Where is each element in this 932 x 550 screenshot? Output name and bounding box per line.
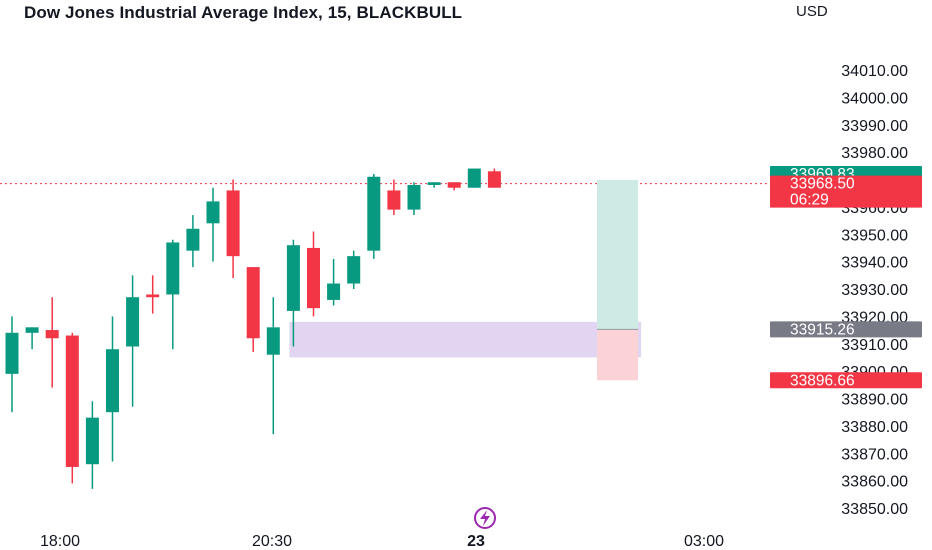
price-tag-label: 33896.66 xyxy=(790,372,855,389)
lightning-icon-ring xyxy=(474,507,496,529)
candle-body[interactable] xyxy=(106,349,119,413)
candle-body[interactable] xyxy=(327,283,341,300)
price-tag xyxy=(770,372,922,389)
candle-body[interactable] xyxy=(5,332,19,374)
candle-body[interactable] xyxy=(126,297,140,347)
candle-body[interactable] xyxy=(65,335,79,467)
candle-body[interactable] xyxy=(85,417,99,465)
x-axis: 18:00 20:30 23 03:00 xyxy=(40,533,724,550)
candle-body[interactable] xyxy=(186,228,200,251)
price-tag-countdown: 06:29 xyxy=(790,192,829,209)
candle-body[interactable] xyxy=(146,294,160,298)
price-tag-label: 33968.50 xyxy=(790,176,855,193)
lightning-icon xyxy=(480,510,490,526)
candle-body[interactable] xyxy=(367,176,381,251)
candle-body[interactable] xyxy=(387,190,401,210)
y-tick-label: 33950.00 xyxy=(841,227,908,244)
candle-body[interactable] xyxy=(286,245,300,311)
y-tick-label: 33860.00 xyxy=(841,474,908,491)
chart-title: Dow Jones Industrial Average Index, 15, … xyxy=(24,3,463,22)
y-axis: 34010.0034000.0033990.0033980.0033970.00… xyxy=(841,63,908,518)
candle-body[interactable] xyxy=(307,247,320,309)
y-tick-label: 33890.00 xyxy=(841,392,908,409)
candle-body[interactable] xyxy=(487,171,501,188)
price-tag xyxy=(770,321,922,338)
candle-body[interactable] xyxy=(166,242,180,295)
y-tick-label: 34000.00 xyxy=(841,90,908,107)
candle-body[interactable] xyxy=(447,182,461,188)
candle-body[interactable] xyxy=(246,267,260,339)
candles-layer xyxy=(5,168,501,489)
candle-body[interactable] xyxy=(427,182,441,185)
candle-body[interactable] xyxy=(25,327,39,333)
y-tick-label: 34010.00 xyxy=(841,63,908,80)
position-stop-area[interactable] xyxy=(597,329,638,381)
x-tick-label: 20:30 xyxy=(252,533,292,550)
flash-badge[interactable] xyxy=(474,507,496,529)
zone-layer xyxy=(289,321,642,358)
candle-body[interactable] xyxy=(347,256,361,284)
candle-body[interactable] xyxy=(206,201,220,224)
y-tick-label: 33880.00 xyxy=(841,419,908,436)
price-tag xyxy=(770,175,922,208)
y-tick-label: 33910.00 xyxy=(841,337,908,354)
y-tick-label: 33940.00 xyxy=(841,255,908,272)
candle-body[interactable] xyxy=(45,330,59,339)
candle-body[interactable] xyxy=(266,327,280,355)
y-tick-label: 33990.00 xyxy=(841,118,908,135)
position-target-area[interactable] xyxy=(597,179,638,330)
candle-body[interactable] xyxy=(407,184,421,210)
candle-body[interactable] xyxy=(467,168,481,188)
candle-body[interactable] xyxy=(226,190,240,257)
price-tag-label: 33915.26 xyxy=(790,321,855,338)
position-tool-layer xyxy=(597,179,638,381)
currency-label: USD xyxy=(796,3,828,20)
x-tick-label: 18:00 xyxy=(40,533,80,550)
y-tick-label: 33870.00 xyxy=(841,446,908,463)
x-tick-label: 23 xyxy=(467,533,485,550)
x-tick-label: 03:00 xyxy=(684,533,724,550)
zone-box[interactable] xyxy=(289,321,642,358)
y-tick-label: 33980.00 xyxy=(841,145,908,162)
y-tick-label: 33930.00 xyxy=(841,282,908,299)
y-tick-label: 33850.00 xyxy=(841,501,908,518)
